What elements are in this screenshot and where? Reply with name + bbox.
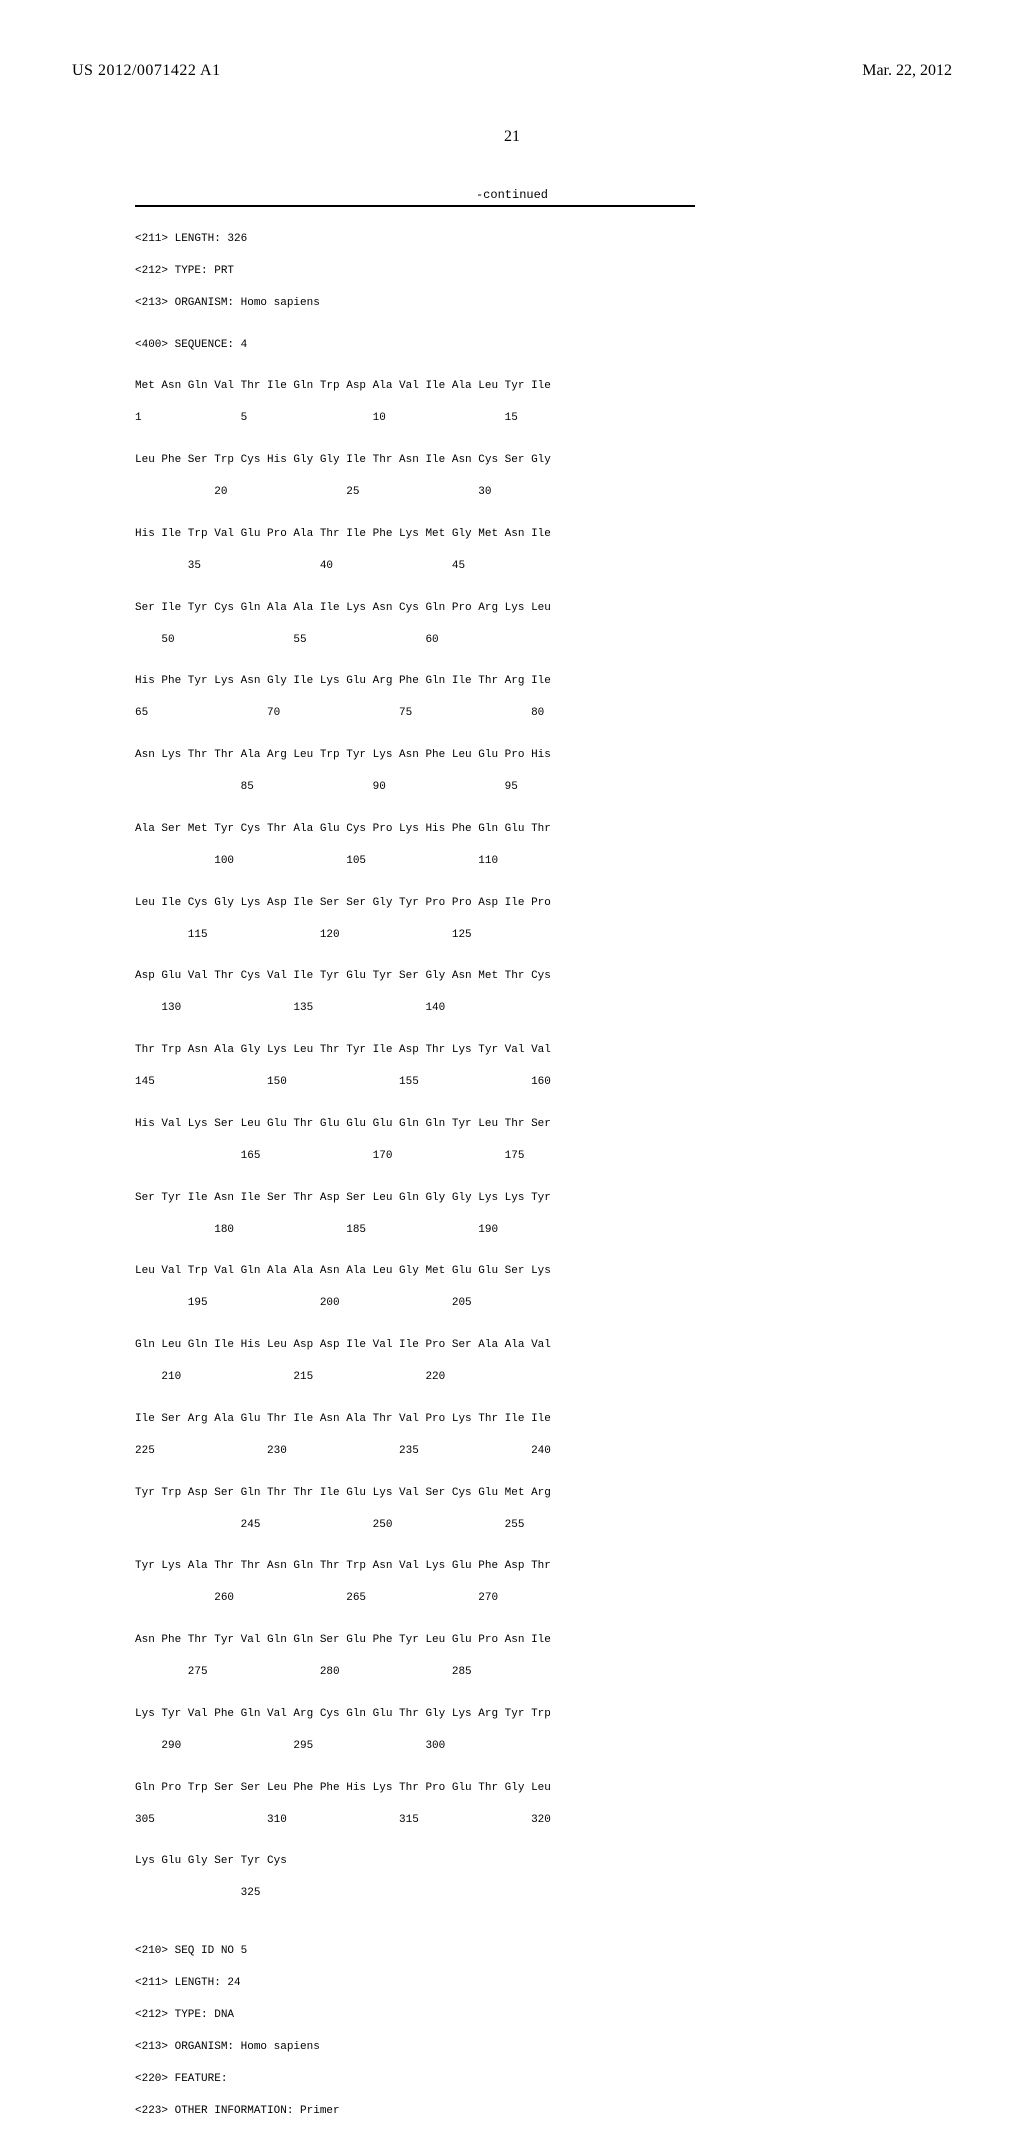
seq-row-pos: 115 120 125 [135,928,551,944]
seq-row-pos: 50 55 60 [135,633,551,649]
seq5-organism: <213> ORGANISM: Homo sapiens [135,2040,551,2056]
seq-row-aa: Asn Phe Thr Tyr Val Gln Gln Ser Glu Phe … [135,1633,551,1649]
seq-row-aa: Gln Pro Trp Ser Ser Leu Phe Phe His Lys … [135,1781,551,1797]
horizontal-rule [135,205,695,207]
seq-row-aa: Thr Trp Asn Ala Gly Lys Leu Thr Tyr Ile … [135,1043,551,1059]
seq-row-pos: 210 215 220 [135,1370,551,1386]
seq-row-pos: 180 185 190 [135,1223,551,1239]
publication-number: US 2012/0071422 A1 [72,62,221,79]
seq4-type: <212> TYPE: PRT [135,264,551,280]
continued-label: -continued [0,188,1024,202]
seq5-type: <212> TYPE: DNA [135,2008,551,2024]
seq4-label: <400> SEQUENCE: 4 [135,338,551,354]
seq-row-aa: Tyr Lys Ala Thr Thr Asn Gln Thr Trp Asn … [135,1559,551,1575]
seq-row-aa: Leu Val Trp Val Gln Ala Ala Asn Ala Leu … [135,1264,551,1280]
seq-row-pos: 195 200 205 [135,1296,551,1312]
seq4-organism: <213> ORGANISM: Homo sapiens [135,296,551,312]
seq-row-pos: 85 90 95 [135,780,551,796]
page-number: 21 [0,128,1024,146]
seq-row-pos: 305 310 315 320 [135,1813,551,1829]
seq-row-pos: 245 250 255 [135,1518,551,1534]
seq-row-aa: Ser Ile Tyr Cys Gln Ala Ala Ile Lys Asn … [135,601,551,617]
seq5-other: <223> OTHER INFORMATION: Primer [135,2104,551,2120]
sequence-listing: <211> LENGTH: 326 <212> TYPE: PRT <213> … [135,216,551,2135]
seq-row-aa: Leu Ile Cys Gly Lys Asp Ile Ser Ser Gly … [135,896,551,912]
seq-row-aa: Leu Phe Ser Trp Cys His Gly Gly Ile Thr … [135,453,551,469]
seq-row-pos: 290 295 300 [135,1739,551,1755]
seq-row-pos: 65 70 75 80 [135,706,551,722]
seq-row-aa: His Val Lys Ser Leu Glu Thr Glu Glu Glu … [135,1117,551,1133]
seq-row-pos: 325 [135,1886,551,1902]
seq-row-aa: Ser Tyr Ile Asn Ile Ser Thr Asp Ser Leu … [135,1191,551,1207]
seq5-feature: <220> FEATURE: [135,2072,551,2088]
seq-row-pos: 225 230 235 240 [135,1444,551,1460]
seq-row-aa: Lys Glu Gly Ser Tyr Cys [135,1854,551,1870]
seq-row-aa: Lys Tyr Val Phe Gln Val Arg Cys Gln Glu … [135,1707,551,1723]
publication-date: Mar. 22, 2012 [862,62,952,80]
seq-row-aa: Met Asn Gln Val Thr Ile Gln Trp Asp Ala … [135,379,551,395]
seq-row-pos: 145 150 155 160 [135,1075,551,1091]
seq5-id: <210> SEQ ID NO 5 [135,1944,551,1960]
seq-row-aa: Ala Ser Met Tyr Cys Thr Ala Glu Cys Pro … [135,822,551,838]
seq-row-pos: 20 25 30 [135,485,551,501]
seq-row-aa: Asn Lys Thr Thr Ala Arg Leu Trp Tyr Lys … [135,748,551,764]
seq-row-pos: 130 135 140 [135,1001,551,1017]
seq-row-aa: Ile Ser Arg Ala Glu Thr Ile Asn Ala Thr … [135,1412,551,1428]
seq-row-pos: 100 105 110 [135,854,551,870]
seq4-length: <211> LENGTH: 326 [135,232,551,248]
seq-row-aa: His Ile Trp Val Glu Pro Ala Thr Ile Phe … [135,527,551,543]
seq-row-aa: His Phe Tyr Lys Asn Gly Ile Lys Glu Arg … [135,674,551,690]
seq-row-pos: 275 280 285 [135,1665,551,1681]
seq-row-aa: Asp Glu Val Thr Cys Val Ile Tyr Glu Tyr … [135,969,551,985]
seq5-length: <211> LENGTH: 24 [135,1976,551,1992]
seq-row-aa: Gln Leu Gln Ile His Leu Asp Asp Ile Val … [135,1338,551,1354]
seq-row-aa: Tyr Trp Asp Ser Gln Thr Thr Ile Glu Lys … [135,1486,551,1502]
seq-row-pos: 260 265 270 [135,1591,551,1607]
seq-row-pos: 35 40 45 [135,559,551,575]
seq-row-pos: 1 5 10 15 [135,411,551,427]
seq-row-pos: 165 170 175 [135,1149,551,1165]
